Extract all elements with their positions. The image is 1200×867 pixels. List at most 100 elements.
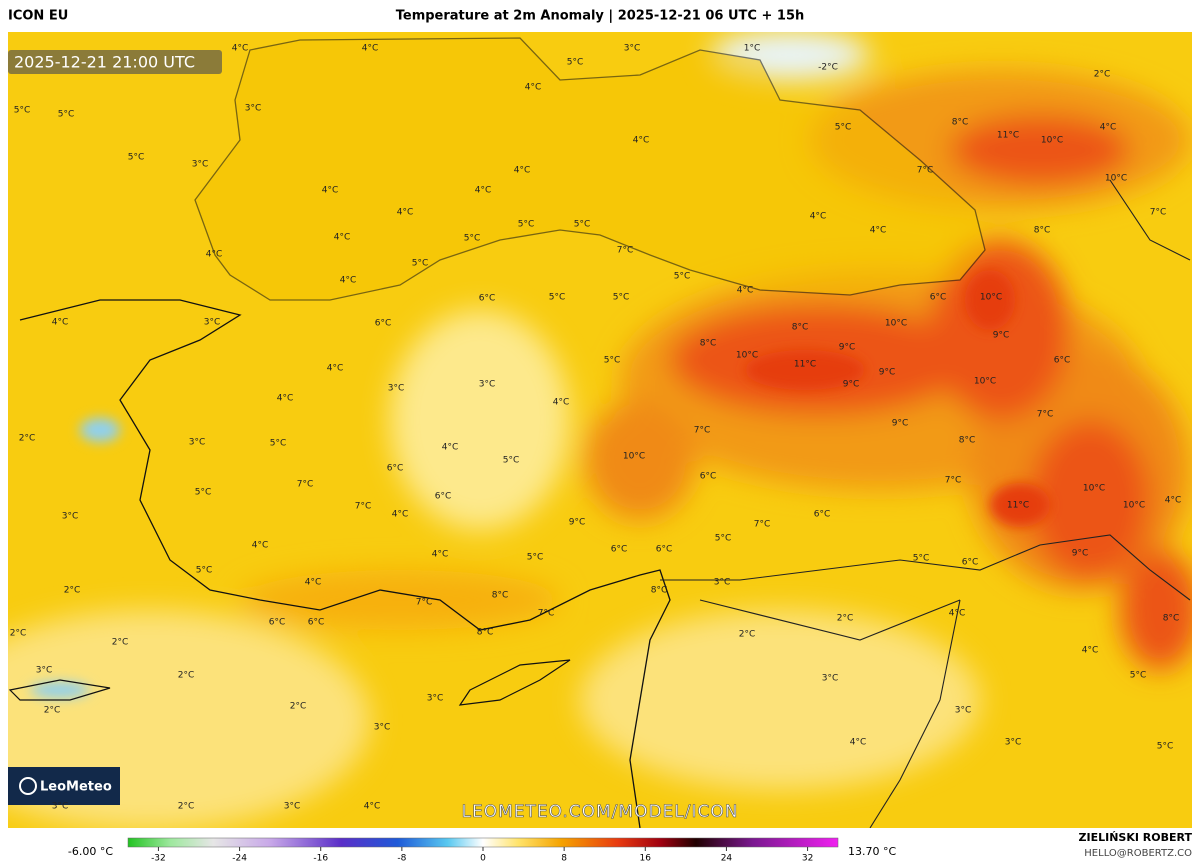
contour-label: 5°C	[574, 220, 591, 230]
contour-label: 3°C	[714, 578, 731, 588]
contour-label: 4°C	[475, 186, 492, 196]
contour-label: 3°C	[479, 380, 496, 390]
contour-label: 7°C	[355, 502, 372, 512]
contour-label: 4°C	[850, 738, 867, 748]
contour-label: 3°C	[245, 104, 262, 114]
contour-label: 8°C	[952, 118, 969, 128]
contour-label: 3°C	[955, 706, 972, 716]
contour-label: 4°C	[633, 136, 650, 146]
contour-label: 1°C	[744, 44, 761, 54]
contour-label: 4°C	[1100, 123, 1117, 133]
contour-label: 4°C	[514, 166, 531, 176]
contour-label: 7°C	[538, 609, 555, 619]
contour-label: 4°C	[949, 609, 966, 619]
credits-author: ZIELIŃSKI ROBERT	[1079, 831, 1193, 844]
contour-label: 6°C	[308, 618, 325, 628]
colorbar-tick-label: -16	[313, 854, 328, 864]
contour-label: 5°C	[412, 259, 429, 269]
contour-label: 9°C	[569, 518, 586, 528]
map-title: Temperature at 2m Anomaly | 2025-12-21 0…	[396, 9, 805, 24]
contour-label: 11°C	[997, 131, 1019, 141]
contour-label: 5°C	[518, 220, 535, 230]
colorbar-min: -6.00 °C	[68, 845, 113, 858]
colorbar-tick-label: -32	[151, 854, 166, 864]
contour-label: 2°C	[178, 671, 195, 681]
map	[8, 32, 1192, 828]
contour-label: 7°C	[917, 166, 934, 176]
contour-label: 8°C	[651, 586, 668, 596]
contour-label: 8°C	[792, 323, 809, 333]
contour-label: 3°C	[204, 318, 221, 328]
contour-label: 5°C	[913, 554, 930, 564]
anomaly-detail	[30, 270, 1050, 698]
contour-label: 4°C	[870, 226, 887, 236]
contour-label: 4°C	[525, 83, 542, 93]
colorbar-max: 13.70 °C	[848, 845, 896, 858]
contour-label: 4°C	[432, 550, 449, 560]
crete	[8, 679, 111, 701]
contour-label: 3°C	[374, 723, 391, 733]
contour-label: 9°C	[993, 331, 1010, 341]
contour-label: 3°C	[62, 512, 79, 522]
colorbar: -32 -24 -16 -8 0 8 16 24 32	[127, 837, 839, 864]
coastline	[19, 299, 671, 828]
contour-label: 4°C	[364, 802, 381, 812]
contour-label: 7°C	[416, 598, 433, 608]
contour-label: 5°C	[128, 153, 145, 163]
contour-label: 4°C	[810, 212, 827, 222]
contour-label: 2°C	[837, 614, 854, 624]
contour-label: 5°C	[1130, 671, 1147, 681]
contour-label: 5°C	[58, 110, 75, 120]
contour-label: 2°C	[112, 638, 129, 648]
contour-label: 8°C	[1034, 226, 1051, 236]
contour-label: 9°C	[892, 419, 909, 429]
contour-label: 8°C	[492, 591, 509, 601]
contour-label: -2°C	[818, 63, 838, 73]
logo-box	[8, 767, 120, 805]
contour-label: 2°C	[19, 434, 36, 444]
contour-label: 4°C	[442, 443, 459, 453]
contour-label: 7°C	[694, 426, 711, 436]
contour-label: 8°C	[1163, 614, 1180, 624]
contour-label: 6°C	[1054, 356, 1071, 366]
contour-label: 3°C	[427, 694, 444, 704]
contour-label: 4°C	[397, 208, 414, 218]
contour-label: 4°C	[327, 364, 344, 374]
contour-label: 2°C	[178, 802, 195, 812]
contour-label: 6°C	[387, 464, 404, 474]
contour-label: 10°C	[1041, 136, 1063, 146]
contour-label: 3°C	[189, 438, 206, 448]
contour-label: 2°C	[64, 586, 81, 596]
contour-label: 2°C	[1094, 70, 1111, 80]
cyprus	[458, 659, 571, 706]
contour-label: 9°C	[843, 380, 860, 390]
contour-label: 7°C	[754, 520, 771, 530]
contour-label: 6°C	[656, 545, 673, 555]
contour-label: 5°C	[14, 106, 31, 116]
contour-label: 9°C	[879, 368, 896, 378]
contour-label: 2°C	[10, 629, 27, 639]
contour-label: 9°C	[839, 343, 856, 353]
contour-label: 3°C	[822, 674, 839, 684]
contour-label: 3°C	[36, 666, 53, 676]
contour-label: 10°C	[736, 351, 758, 361]
contour-label: 7°C	[1150, 208, 1167, 218]
contour-label: 4°C	[362, 44, 379, 54]
colorbar-tick-label: 0	[480, 854, 486, 864]
watermark: LEOMETEO.COM/MODEL/ICON	[462, 802, 739, 822]
contour-label: 2°C	[44, 706, 61, 716]
contour-label: 4°C	[1165, 496, 1182, 506]
contour-label: 4°C	[322, 186, 339, 196]
colorbar-tick-label: 24	[721, 854, 733, 864]
contour-label: 5°C	[527, 553, 544, 563]
contour-label: 10°C	[1123, 501, 1145, 511]
contour-label: 4°C	[334, 233, 351, 243]
contour-label: 4°C	[1082, 646, 1099, 656]
contour-label: 4°C	[252, 541, 269, 551]
timestamp: 2025-12-21 21:00 UTC	[14, 53, 195, 72]
contour-label: 5°C	[503, 456, 520, 466]
logo-icon	[19, 777, 37, 795]
contour-label: 4°C	[232, 44, 249, 54]
